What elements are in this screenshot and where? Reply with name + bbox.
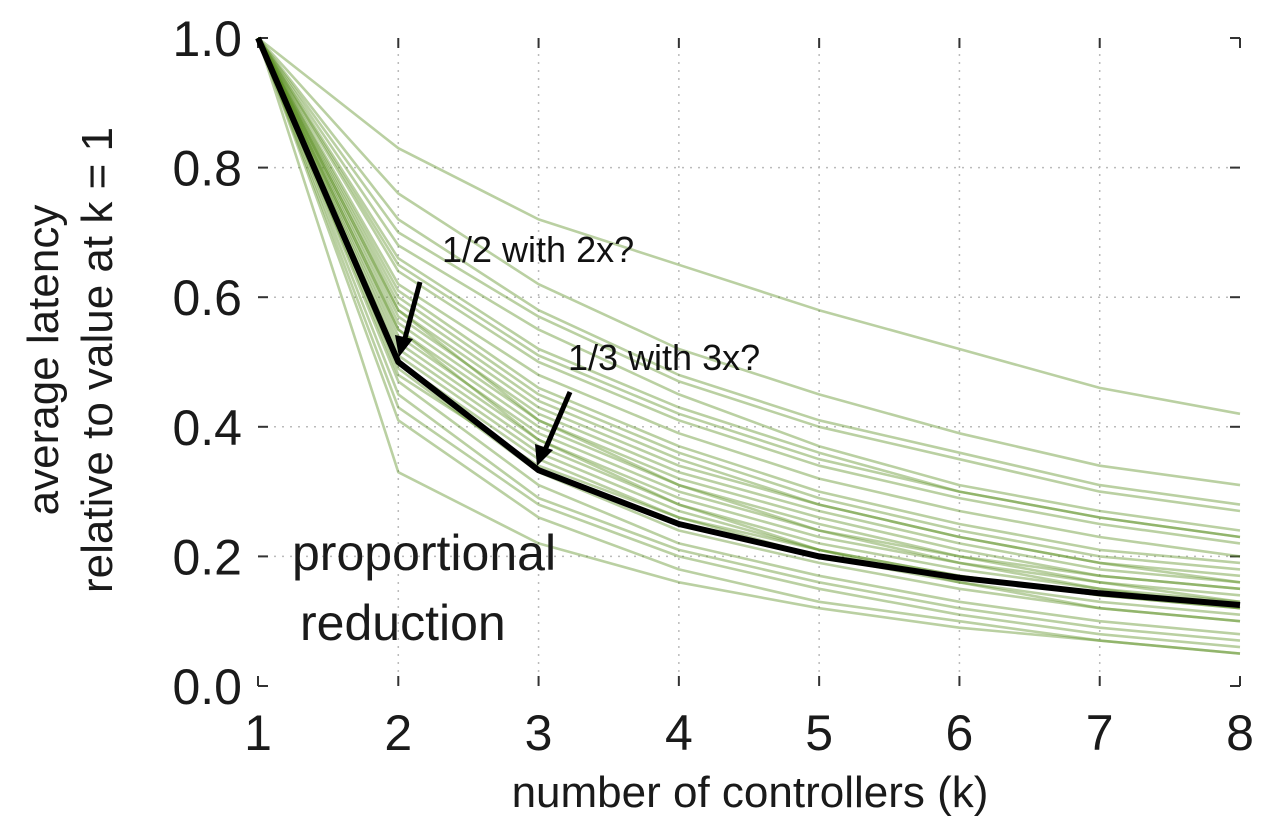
series-line	[256, 37, 1241, 591]
y-axis-label: average latency relative to value at k =…	[19, 127, 122, 593]
arrow-half-head	[395, 335, 413, 357]
series-line	[256, 37, 1241, 558]
arrow-third-head	[535, 444, 553, 466]
series-line	[256, 37, 1241, 539]
x-tick-label: 8	[1226, 705, 1254, 761]
x-tick-label: 1	[244, 705, 272, 761]
arrow-half	[395, 281, 423, 357]
series-line	[256, 37, 1241, 623]
y-axis-label-line-1: average latency	[19, 205, 68, 516]
annotation-reduction: reduction	[300, 595, 506, 651]
series-line	[256, 37, 1241, 623]
series-line	[256, 37, 1241, 655]
series-line	[256, 37, 1241, 584]
x-tick-label: 2	[384, 705, 412, 761]
arrow-half-shaft	[401, 281, 423, 343]
y-tick-labels: 0.0 0.2 0.4 0.6 0.8 1.0	[172, 11, 242, 715]
series-line	[256, 37, 1241, 649]
series-line	[256, 37, 1241, 636]
y-axis-label-line-2: relative to value at k = 1	[73, 127, 122, 593]
series-lines	[256, 36, 1241, 655]
y-tick-label: 0.8	[172, 141, 242, 197]
reference-line	[255, 36, 1241, 608]
series-line	[257, 36, 1241, 416]
series-line	[256, 37, 1241, 591]
series-line	[257, 37, 1241, 487]
x-tick-label: 3	[525, 705, 553, 761]
series-line	[256, 37, 1241, 539]
series-line	[256, 37, 1241, 571]
series-line	[256, 37, 1241, 565]
y-tick-label: 0.6	[172, 270, 242, 326]
y-tick-label: 1.0	[172, 11, 242, 67]
series-line	[256, 37, 1241, 545]
annotation-half: 1/2 with 2x?	[442, 229, 634, 270]
series-line	[256, 37, 1241, 506]
x-axis-label: number of controllers (k)	[512, 768, 989, 817]
series-line	[256, 37, 1241, 610]
annotation-third: 1/3 with 3x?	[568, 337, 760, 378]
x-tick-labels: 1 2 3 4 5 6 7 8	[244, 705, 1254, 761]
series-line	[256, 37, 1241, 578]
series-line	[256, 37, 1241, 604]
y-tick-label: 0.4	[172, 400, 242, 456]
series-line	[256, 37, 1241, 604]
series-line	[256, 37, 1241, 597]
series-line	[256, 37, 1241, 655]
y-tick-label: 0.0	[172, 659, 242, 715]
series-line	[256, 37, 1241, 584]
series-line	[256, 37, 1241, 642]
series-line	[256, 37, 1241, 532]
arrow-third	[535, 391, 573, 466]
x-tick-label: 5	[805, 705, 833, 761]
annotation-proportional: proportional	[292, 525, 556, 581]
y-tick-label: 0.2	[172, 529, 242, 585]
arrow-third-shaft	[542, 391, 573, 451]
series-line	[256, 37, 1241, 513]
x-tick-label: 4	[665, 705, 693, 761]
x-tick-label: 7	[1086, 705, 1114, 761]
proportional-reduction-line	[255, 36, 1241, 608]
x-tick-label: 6	[946, 705, 974, 761]
